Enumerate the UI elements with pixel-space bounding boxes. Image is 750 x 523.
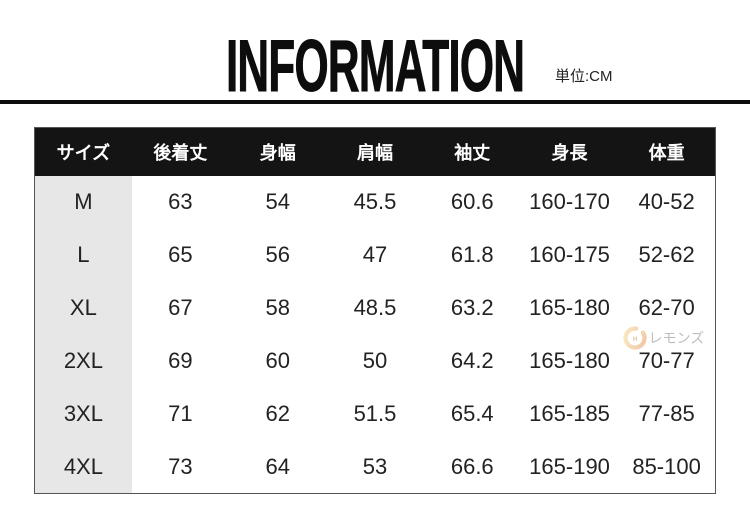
svg-text:H: H — [632, 336, 636, 342]
